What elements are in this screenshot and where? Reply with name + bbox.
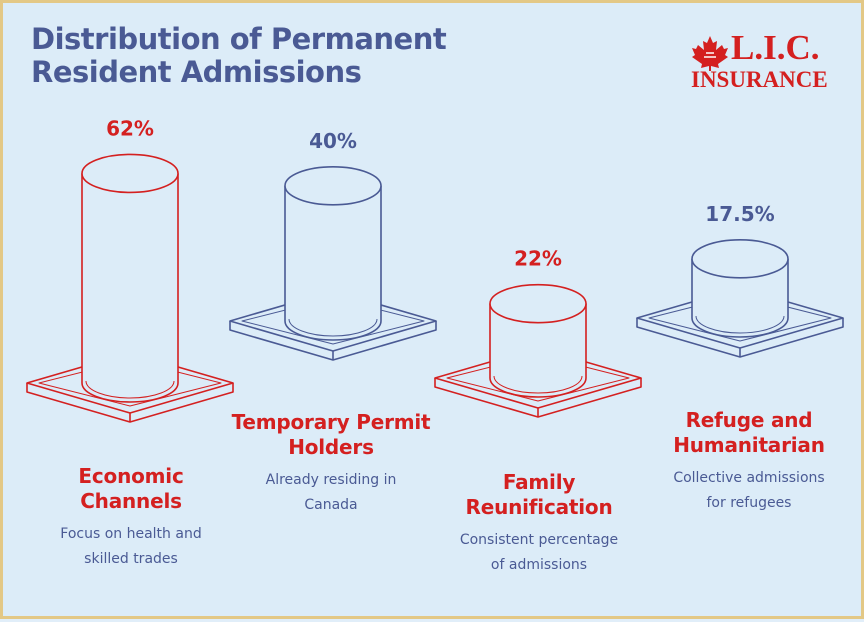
item-note: Already residing in Canada (221, 468, 441, 518)
bar-value-label: 22% (514, 247, 562, 271)
bar-value-label: 62% (106, 116, 154, 140)
item-family: Family Reunification Consistent percenta… (439, 470, 639, 578)
item-name: Refuge and Humanitarian (644, 408, 854, 458)
item-name-line: Reunification (465, 495, 613, 519)
page-title: Distribution of Permanent Resident Admis… (31, 23, 551, 89)
bar-cylinder-body (691, 258, 789, 338)
item-name-line: Temporary Permit (231, 410, 431, 434)
item-note: Consistent percentage of admissions (439, 528, 639, 578)
item-note-line: Canada (304, 497, 358, 513)
item-temporary: Temporary Permit Holders Already residin… (221, 410, 441, 518)
logo-line-2: INSURANCE (691, 67, 828, 92)
item-note-line: Focus on health and (60, 526, 202, 542)
title-line-2: Resident Admissions (31, 55, 362, 89)
bar-cylinder-body (284, 185, 382, 341)
item-note-line: Collective admissions (673, 470, 825, 486)
cylinder-chart: 62% 40% 22% 17.5% (26, 116, 844, 423)
item-name-line: Refuge and (685, 408, 813, 432)
item-name-line: Channels (80, 489, 182, 513)
bar-cylinder-bottom-rim (695, 315, 785, 334)
bar-value-label: 40% (309, 129, 357, 153)
item-name-line: Economic (78, 464, 184, 488)
bar-cylinder-top (284, 166, 382, 206)
item-note-line: of admissions (490, 557, 588, 573)
logo-line-1: L.I.C. (731, 28, 820, 67)
bar-cylinder-bottom-rim (85, 380, 175, 399)
title-line-1: Distribution of Permanent (31, 22, 447, 56)
item-note-line: Consistent percentage (459, 532, 619, 548)
item-note: Focus on health and skilled trades (31, 522, 231, 572)
item-note-line: Already residing in (265, 472, 397, 488)
bar-cylinder-bottom-rim (288, 318, 378, 337)
item-note-line: for refugees (706, 495, 792, 511)
item-name-line: Humanitarian (673, 433, 825, 457)
item-name: Economic Channels (31, 464, 231, 514)
item-name-line: Holders (288, 435, 374, 459)
bar-cylinder-bottom-rim (493, 375, 583, 394)
item-economic: Economic Channels Focus on health and sk… (31, 464, 231, 572)
maple-leaf-icon (692, 36, 728, 71)
item-name: Temporary Permit Holders (221, 410, 441, 460)
lic-insurance-logo: L.I.C. INSURANCE (691, 29, 841, 95)
bar-cylinder-top (489, 283, 587, 324)
bar-value-label: 17.5% (705, 202, 774, 226)
item-name-line: Family (502, 470, 576, 494)
item-note: Collective admissions for refugees (644, 466, 854, 516)
item-note-line: skilled trades (84, 551, 178, 567)
item-refuge: Refuge and Humanitarian Collective admis… (644, 408, 854, 516)
bar-cylinder-body (489, 303, 587, 398)
item-name: Family Reunification (439, 470, 639, 520)
bar-cylinder-top (691, 239, 789, 279)
bar-cylinder-top (81, 153, 179, 194)
bar-cylinder-body (81, 173, 179, 403)
